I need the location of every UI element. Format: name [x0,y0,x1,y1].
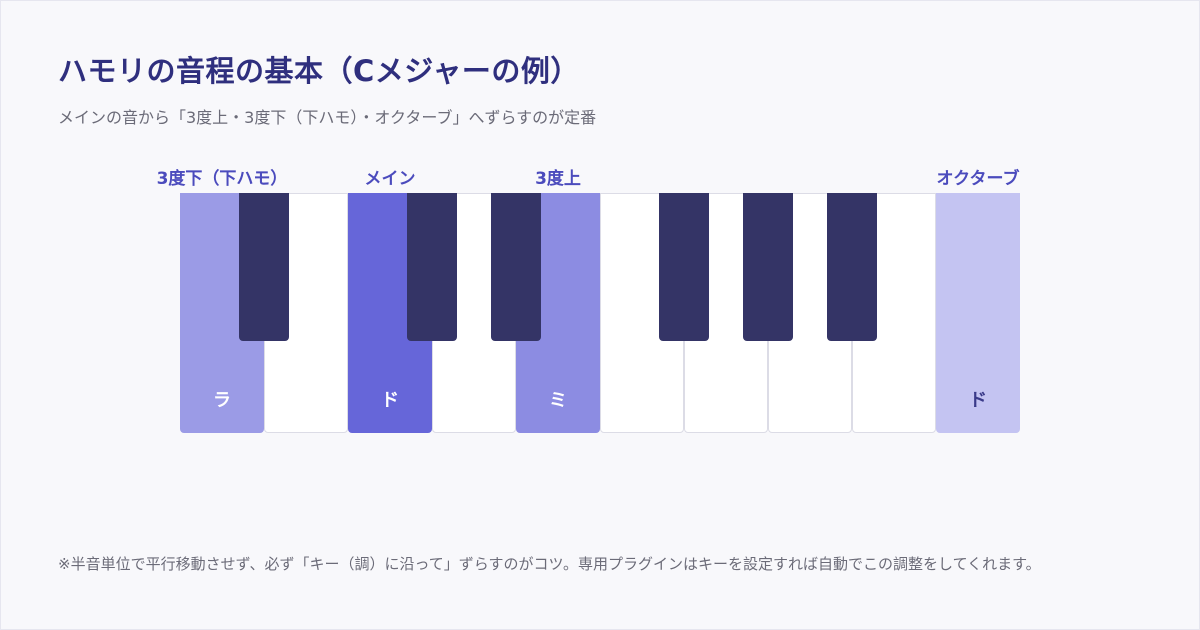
black-key-c-sharp [407,193,457,341]
key-note-do-octave: ド [969,390,987,411]
key-note-mi: ミ [549,390,567,411]
key-note-do: ド [381,390,399,411]
label-octave: オクターブ [936,169,1020,189]
label-lower-third: 3度下（下ハモ） [156,169,288,189]
black-key-a-sharp [239,193,289,341]
key-note-la: ラ [213,390,231,411]
black-key-d-sharp [491,193,541,341]
footnote: ※半音単位で平行移動させず、必ず「キー（調）に沿って」ずらすのがコツ。専用プラグ… [58,555,1041,573]
white-key-do-octave: ド [936,193,1020,433]
label-main: メイン [364,169,416,189]
black-key-a-sharp-upper [827,193,877,341]
piano-keyboard: ラ ド ミ ド [180,193,1020,433]
label-upper-third: 3度上 [535,169,581,189]
page-subtitle: メインの音から「3度上・3度下（下ハモ）・オクターブ」へずらすのが定番 [58,108,597,127]
black-key-f-sharp [659,193,709,341]
page-title: ハモリの音程の基本（Cメジャーの例） [58,54,580,88]
black-key-g-sharp [743,193,793,341]
